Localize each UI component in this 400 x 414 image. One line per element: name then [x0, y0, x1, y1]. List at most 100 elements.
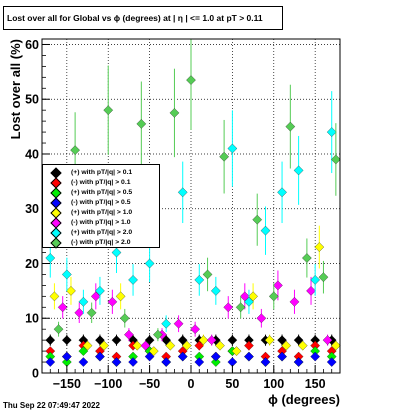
data-point	[227, 335, 238, 345]
data-point	[194, 340, 205, 351]
legend-item: (+) with pT/|q| > 0.5	[43, 187, 159, 199]
data-point	[256, 313, 267, 324]
legend-label: (-) with pT/|q| > 0.5	[71, 199, 131, 206]
data-point	[219, 151, 229, 162]
data-point	[206, 335, 217, 345]
data-point	[310, 351, 320, 362]
data-point	[260, 225, 271, 236]
data-point	[194, 275, 205, 285]
data-point	[318, 272, 329, 282]
data-point	[140, 340, 151, 351]
data-point	[169, 108, 180, 118]
data-point	[82, 340, 93, 351]
data-point	[103, 105, 114, 115]
data-point	[244, 340, 254, 351]
data-point	[95, 335, 105, 345]
data-point	[211, 351, 221, 362]
data-point	[57, 302, 68, 313]
data-point	[331, 340, 341, 351]
legend: (+) with pT/|q| > 0.1 (-) with pT/|q| > 0…	[42, 164, 160, 249]
data-point	[144, 258, 155, 269]
data-point	[322, 335, 333, 345]
data-point	[264, 335, 275, 345]
data-point	[161, 335, 171, 345]
data-point	[95, 286, 105, 296]
data-point	[285, 121, 296, 132]
data-point	[66, 286, 76, 296]
data-point	[268, 291, 279, 302]
data-point	[45, 357, 56, 367]
data-point	[99, 340, 109, 351]
x-tick-label: 100	[263, 377, 284, 391]
data-point	[182, 340, 192, 351]
data-point	[62, 351, 72, 362]
data-point	[128, 357, 138, 367]
legend-label: (-) with pT/|q| > 1.0	[71, 219, 131, 226]
data-point	[223, 302, 234, 313]
data-point	[45, 253, 56, 263]
data-point	[310, 275, 320, 285]
data-point	[248, 291, 258, 302]
data-point	[331, 154, 341, 165]
y-tick-label: 20	[25, 257, 39, 271]
data-point	[136, 119, 147, 129]
data-point	[70, 145, 80, 155]
data-point	[227, 143, 238, 154]
data-point	[177, 351, 188, 362]
x-tick-label: −100	[94, 377, 122, 391]
data-point	[90, 291, 101, 302]
data-point	[161, 318, 171, 329]
legend-item: (+) with pT/|q| > 1.0	[43, 207, 159, 219]
data-point	[211, 286, 221, 296]
data-point	[190, 324, 200, 335]
data-point	[45, 335, 56, 345]
legend-item: (-) with pT/|q| > 0.1	[43, 177, 159, 189]
data-point	[198, 335, 209, 345]
data-point	[231, 346, 242, 356]
x-tick-label: −150	[53, 377, 81, 391]
data-point	[128, 275, 138, 285]
data-point	[148, 346, 159, 356]
data-points	[45, 39, 341, 367]
data-point	[293, 335, 304, 345]
data-point	[144, 351, 155, 362]
data-point	[289, 297, 300, 307]
data-point	[115, 291, 126, 302]
data-point	[302, 253, 312, 263]
data-point	[161, 357, 171, 367]
data-point	[326, 357, 337, 367]
data-point	[144, 335, 155, 345]
data-point	[111, 247, 122, 258]
legend-item: (+) with pT/|q| > 2.0	[43, 227, 159, 239]
data-point	[235, 302, 246, 313]
data-point	[252, 214, 263, 225]
data-point	[194, 357, 205, 367]
data-point	[173, 318, 184, 329]
y-tick-label: 10	[25, 312, 39, 326]
data-point	[215, 340, 225, 351]
legend-label: (+) with pT/|q| > 1.0	[71, 209, 133, 216]
y-tick-label: 50	[25, 93, 39, 107]
legend-item: (+) with pT/|q| > 0.1	[43, 167, 159, 179]
x-tick-label: 50	[225, 377, 239, 391]
data-point	[211, 357, 221, 367]
data-point	[49, 291, 60, 302]
data-point	[165, 340, 176, 351]
legend-label: (+) with pT/|q| > 0.5	[71, 189, 133, 196]
data-point	[153, 329, 163, 340]
data-point	[244, 351, 254, 362]
legend-label: (+) with pT/|q| > 0.1	[71, 169, 133, 176]
y-tick-label: 0	[32, 367, 39, 381]
data-point	[186, 75, 196, 85]
y-tick-label: 40	[25, 147, 39, 161]
legend-item: (-) with pT/|q| > 0.5	[43, 197, 159, 209]
y-axis-label: Lost over all (%)	[8, 39, 23, 139]
data-point	[244, 297, 254, 307]
legend-label: (+) with pT/|q| > 2.0	[71, 229, 133, 236]
data-point	[78, 346, 89, 356]
data-point	[107, 297, 118, 307]
data-point	[260, 357, 271, 367]
data-point	[273, 280, 283, 291]
x-tick-label: 150	[305, 377, 326, 391]
y-tick-label: 60	[25, 38, 39, 52]
